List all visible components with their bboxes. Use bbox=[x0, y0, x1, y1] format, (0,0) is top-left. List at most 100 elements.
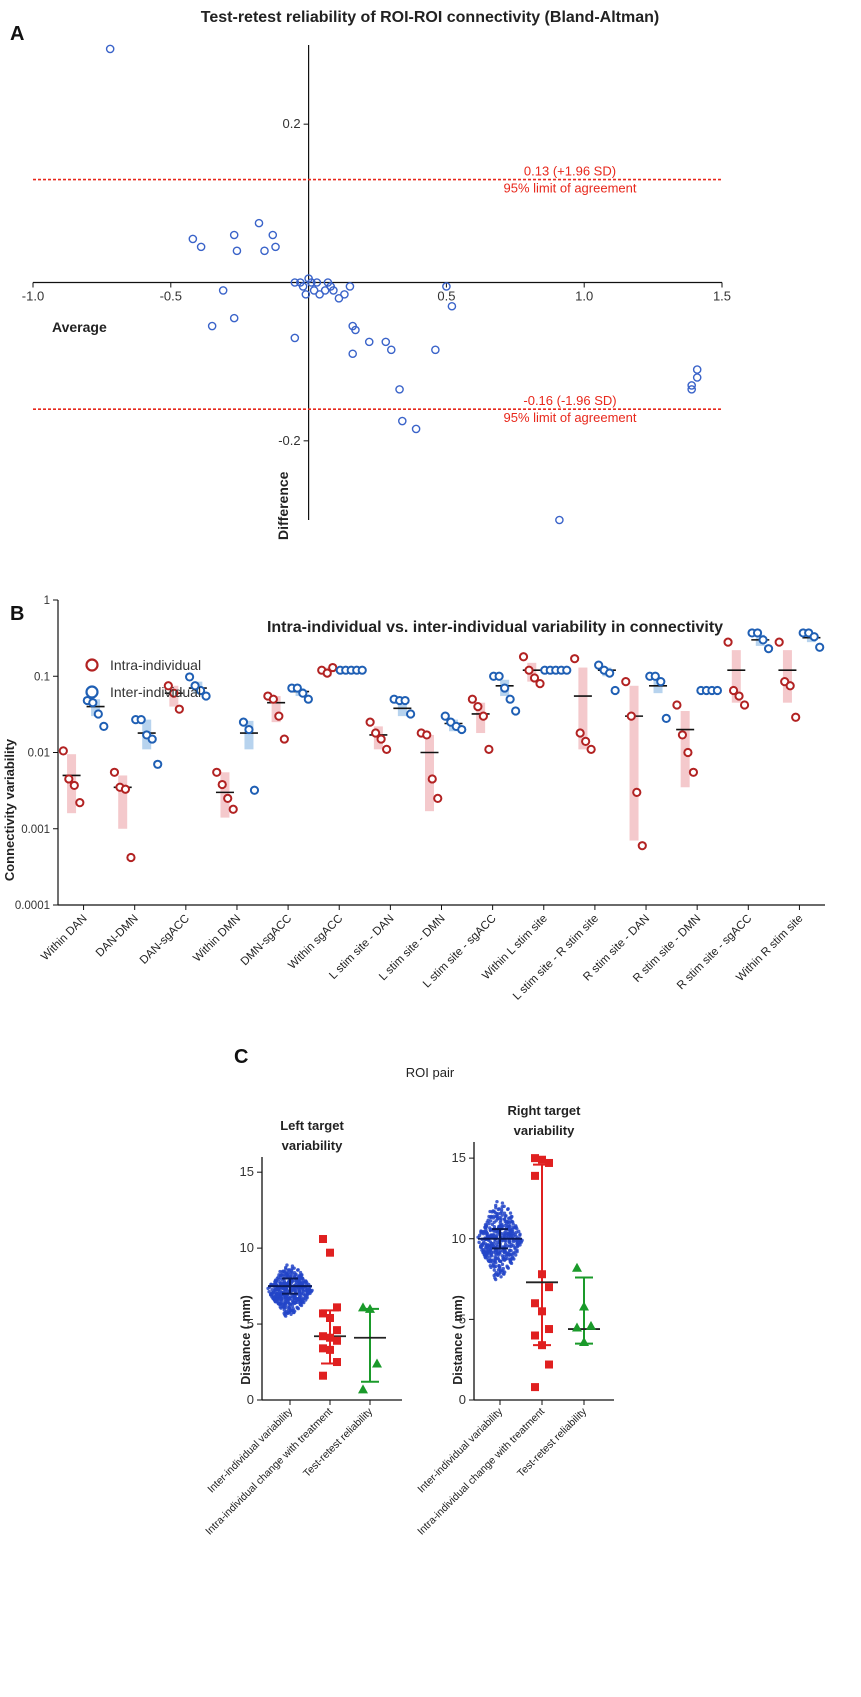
inter-dot bbox=[516, 1240, 520, 1244]
intra-point bbox=[473, 701, 483, 712]
inter-dot bbox=[502, 1234, 506, 1238]
inter-dot bbox=[513, 1246, 517, 1251]
inter-dot bbox=[301, 1280, 305, 1284]
inter-dot bbox=[306, 1289, 310, 1294]
inter-dot bbox=[493, 1272, 498, 1276]
chart-a-title: Test-retest reliability of ROI-ROI conne… bbox=[201, 9, 659, 26]
inter-dot bbox=[293, 1295, 297, 1299]
inter-dot bbox=[494, 1206, 498, 1210]
data-point bbox=[395, 385, 404, 394]
inter-dot bbox=[505, 1264, 509, 1268]
inter-point bbox=[136, 715, 146, 725]
inter-dot bbox=[284, 1287, 288, 1291]
data-point bbox=[345, 282, 355, 291]
inter-dot bbox=[290, 1304, 295, 1308]
legend-inter-label: Inter-individual bbox=[110, 684, 201, 700]
intra-point bbox=[109, 767, 120, 777]
intra-point bbox=[785, 681, 795, 691]
inter-dot bbox=[281, 1281, 285, 1286]
square-point bbox=[531, 1331, 539, 1340]
inter-dot bbox=[486, 1247, 490, 1251]
inter-dot bbox=[487, 1221, 491, 1226]
inter-dot bbox=[495, 1199, 499, 1204]
data-point bbox=[431, 345, 440, 355]
inter-dot bbox=[502, 1231, 507, 1235]
category-label: Test-retest reliability bbox=[301, 1405, 376, 1480]
inter-band bbox=[244, 720, 254, 750]
data-point bbox=[555, 515, 564, 525]
chart-a-xlabel: Average bbox=[52, 319, 107, 335]
legend-intra-label: Intra-individual bbox=[110, 657, 201, 673]
square-point bbox=[333, 1326, 341, 1335]
data-point bbox=[312, 278, 322, 287]
inter-dot bbox=[497, 1264, 501, 1268]
inter-dot bbox=[293, 1301, 298, 1305]
inter-point bbox=[357, 665, 367, 675]
inter-dot bbox=[298, 1295, 302, 1299]
data-point bbox=[268, 230, 278, 240]
inter-dot bbox=[481, 1242, 485, 1246]
square-point bbox=[545, 1325, 553, 1334]
intra-point bbox=[274, 711, 284, 721]
square-point bbox=[319, 1344, 327, 1353]
intra-point bbox=[621, 677, 631, 687]
inter-dot bbox=[488, 1234, 493, 1239]
inter-dot bbox=[508, 1211, 513, 1215]
intra-point bbox=[279, 734, 289, 744]
data-point bbox=[447, 301, 457, 311]
data-point bbox=[229, 230, 239, 240]
intra-point bbox=[228, 804, 238, 814]
data-point bbox=[301, 290, 311, 299]
inter-dot bbox=[518, 1233, 522, 1237]
inter-dot bbox=[513, 1250, 517, 1254]
intra-point bbox=[688, 767, 699, 777]
inter-dot bbox=[507, 1224, 511, 1228]
data-point bbox=[320, 286, 330, 295]
data-point bbox=[381, 337, 391, 347]
intra-point bbox=[69, 780, 79, 791]
target-variability-panel: C Left target variability Distance ( mm)… bbox=[203, 1046, 614, 1538]
inter-dot bbox=[503, 1257, 508, 1261]
inter-point bbox=[298, 688, 308, 698]
inter-dot bbox=[513, 1232, 517, 1237]
inter-dot bbox=[304, 1279, 308, 1283]
limit-label: -0.16 (-1.96 SD) bbox=[523, 393, 616, 408]
triangle-point bbox=[572, 1262, 582, 1272]
intra-point bbox=[478, 711, 488, 721]
data-point bbox=[692, 365, 702, 374]
triangle-point bbox=[579, 1301, 589, 1311]
inter-dot bbox=[499, 1217, 503, 1221]
intra-point bbox=[677, 730, 688, 740]
intra-point bbox=[427, 774, 437, 784]
panel-label-b: B bbox=[10, 603, 24, 625]
inter-point bbox=[195, 685, 206, 696]
y-tick-label: 5 bbox=[247, 1316, 254, 1331]
inter-dot bbox=[496, 1240, 500, 1244]
inter-point bbox=[500, 683, 510, 693]
inter-point bbox=[147, 734, 157, 744]
square-point bbox=[531, 1154, 539, 1163]
chart-a-ylabel: Difference bbox=[275, 471, 291, 540]
data-point bbox=[315, 290, 324, 299]
data-point bbox=[207, 321, 217, 331]
inter-point bbox=[758, 635, 768, 645]
inter-dot bbox=[496, 1207, 501, 1212]
inter-dot bbox=[270, 1288, 274, 1292]
y-tick-label: 1 bbox=[44, 595, 50, 607]
inter-dot bbox=[292, 1310, 296, 1315]
inter-dot bbox=[510, 1214, 514, 1219]
triangle-point bbox=[372, 1358, 382, 1368]
inter-dot bbox=[271, 1291, 275, 1295]
inter-dot bbox=[479, 1245, 483, 1249]
inter-dot bbox=[274, 1300, 278, 1304]
inter-dot bbox=[285, 1263, 289, 1267]
square-point bbox=[319, 1371, 327, 1380]
inter-dot bbox=[300, 1287, 305, 1291]
intra-point bbox=[64, 774, 74, 784]
intra-point bbox=[723, 637, 733, 647]
inter-point bbox=[650, 671, 660, 681]
data-point bbox=[105, 44, 115, 54]
intra-band bbox=[118, 775, 128, 829]
square-point bbox=[538, 1270, 546, 1279]
